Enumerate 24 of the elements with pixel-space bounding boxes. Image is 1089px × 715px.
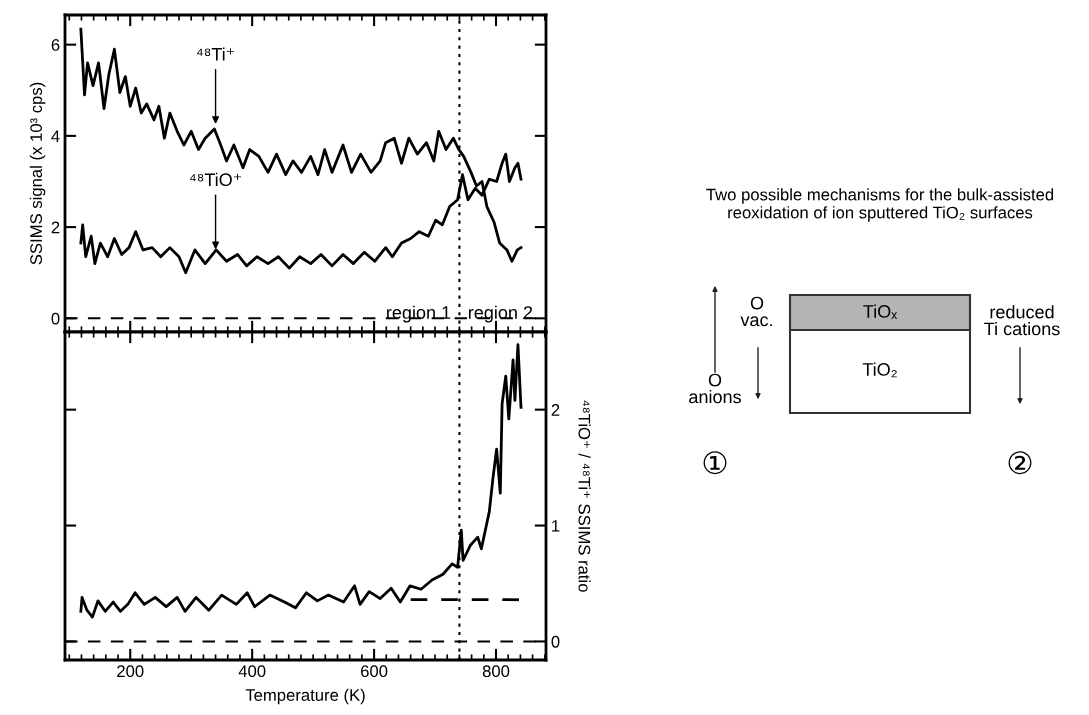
y2-axis-title: ⁴⁸TiO⁺ / ⁴⁸Ti⁺ SSIMS ratio [578,400,591,592]
x-tick-label: 400 [238,665,266,678]
y-axis-title: SSIMS signal (x 10³ cps) [29,82,46,265]
x-tick-label: 800 [482,665,510,678]
y-tick-label: 0 [51,312,60,325]
text: O vac. [740,296,772,327]
text: Two possible mechanisms for the bulk-assisted reoxidation of ion sputtered TiO₂ surfaces [706,188,1054,222]
y-tick-label: 2 [51,221,60,234]
x-tick-label: 200 [117,665,144,678]
y2-tick-label: 2 [551,404,560,416]
text: TiOₓ [863,304,898,319]
text: reduced Ti cations [984,305,1060,336]
y-tick-label: 4 [51,130,60,142]
text: ② [1008,451,1032,475]
x-axis-title: Temperature (K) [245,688,365,705]
text: O anions [689,373,741,404]
text: TiO₂ [862,362,897,378]
y2-tick-label: 0 [551,635,560,648]
x-tick-label: 600 [361,665,388,678]
y2-tick-label: 1 [552,520,560,532]
annotation: ⁴⁸TiO⁺ [190,172,242,187]
text: ① [703,451,727,475]
annotation: ⁴⁸Ti⁺ [197,47,235,61]
y-tick-label: 6 [51,39,60,51]
